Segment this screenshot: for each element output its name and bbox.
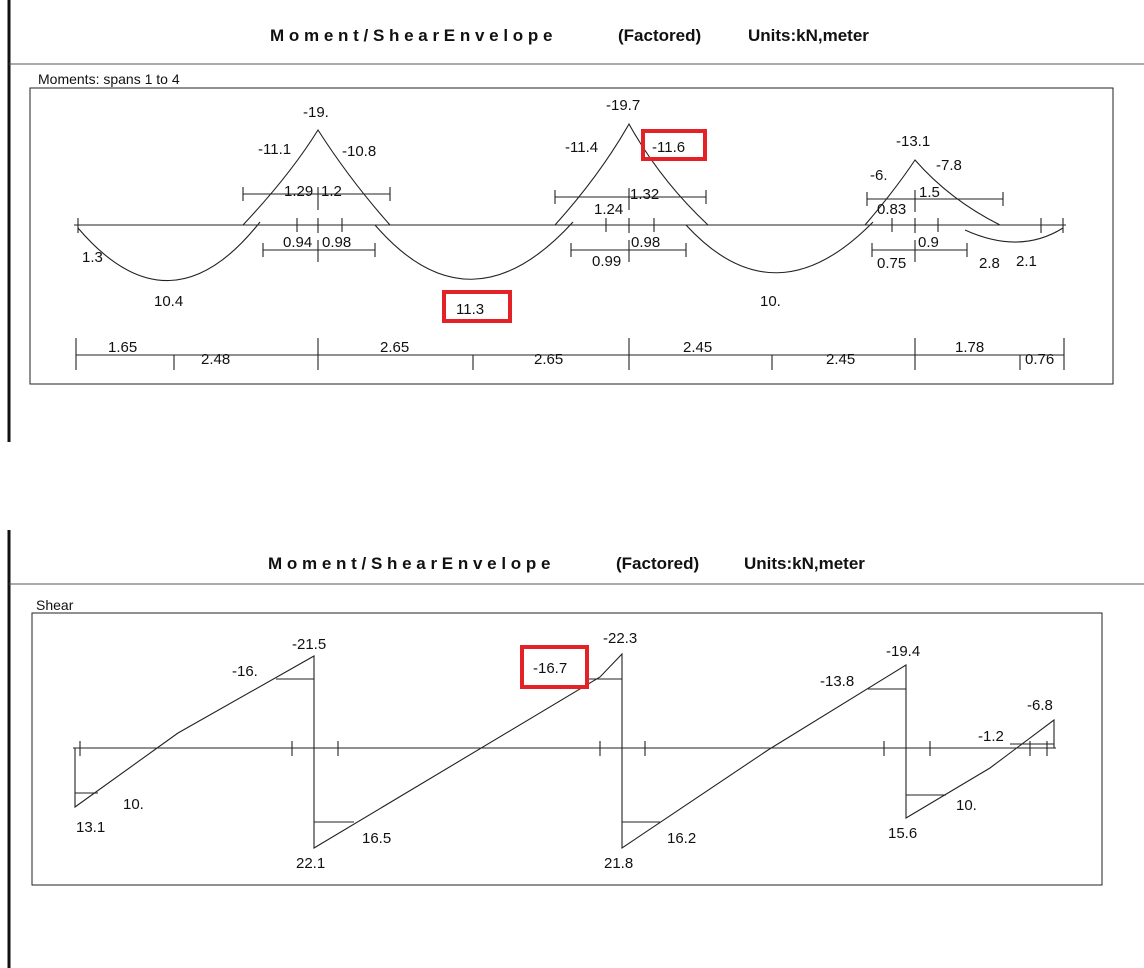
shear-value-label: -16.7 <box>533 660 567 677</box>
moment-value-label: 0.83 <box>877 201 906 218</box>
moment-value-label: 1.3 <box>82 249 103 266</box>
moment-value-label: 1.24 <box>594 201 623 218</box>
inflection-bar <box>554 188 707 210</box>
shear-value-label: 21.8 <box>604 855 633 872</box>
moment-units-label: Units:kN,meter <box>748 26 869 45</box>
span-dimension-label: 2.45 <box>683 339 712 356</box>
moment-value-label: -11.1 <box>258 141 291 158</box>
shear-chart-title: M o m e n t / S h e a r E n v e l o p e <box>268 554 550 573</box>
shear-value-label: -19.4 <box>886 643 920 660</box>
moment-value-label: 1.5 <box>919 184 940 201</box>
moment-value-label: -19.7 <box>606 97 640 114</box>
moment-value-label: 0.94 <box>283 234 312 251</box>
shear-value-label: -21.5 <box>292 636 326 653</box>
shear-plot-frame <box>31 612 1103 886</box>
shear-value-label: 13.1 <box>76 819 105 836</box>
span-dimension-label: 2.48 <box>201 351 230 368</box>
moment-value-label: -11.4 <box>565 139 598 156</box>
shear-value-labels: -21.5 -16. 13.1 10. 22.1 16.5 -22.3 -16.7 21.8 16… <box>76 630 1053 872</box>
moment-panel-label: Moments: spans 1 to 4 <box>38 71 180 87</box>
shear-value-label: -6.8 <box>1027 697 1053 714</box>
moment-value-label: -6. <box>870 167 888 184</box>
span-dimension-label: 2.45 <box>826 351 855 368</box>
moment-value-label: 1.29 <box>284 183 313 200</box>
inflection-bar <box>242 187 391 210</box>
moment-negative-curve-span1-right <box>242 128 391 226</box>
moment-panel: M o m e n t / S h e a r E n v e l o p e … <box>7 0 1144 442</box>
shear-panel-label: Shear <box>36 597 74 613</box>
shear-value-label: 22.1 <box>296 855 325 872</box>
moment-chart-title-suffix: (Factored) <box>618 26 701 45</box>
moment-negative-curve-span3-right <box>864 159 1001 226</box>
moment-value-label: 1.32 <box>630 186 659 203</box>
shear-value-label: -13.8 <box>820 673 854 690</box>
shear-value-label: 16.2 <box>667 830 696 847</box>
shear-value-label: 16.5 <box>362 830 391 847</box>
moment-value-label: 10. <box>760 293 781 310</box>
highlight-box-positive-moment <box>442 290 512 323</box>
span-dimension-label: 1.78 <box>955 339 984 356</box>
span-dimension-labels: 1.65 2.48 2.65 2.65 2.45 2.45 1.78 0.76 <box>108 339 1054 368</box>
span-dimension-label: 1.65 <box>108 339 137 356</box>
moment-plot-frame <box>29 87 1114 385</box>
inflection-bar <box>871 218 968 262</box>
shear-units-label: Units:kN,meter <box>744 554 865 573</box>
moment-value-label: 2.8 <box>979 255 1000 272</box>
moment-value-label: -10.8 <box>342 143 376 160</box>
moment-value-label: -13.1 <box>896 133 930 150</box>
highlight-box-negative-moment <box>641 129 707 161</box>
moment-value-label: 11.3 <box>456 301 484 318</box>
moment-value-label: 0.98 <box>631 234 660 251</box>
shear-chart-title-suffix: (Factored) <box>616 554 699 573</box>
moment-value-label: -11.6 <box>652 139 685 156</box>
moment-value-label: -19. <box>303 104 329 121</box>
span-dimension-label: 2.65 <box>380 339 409 356</box>
highlight-box-shear <box>520 645 589 689</box>
moment-value-label: 0.75 <box>877 255 906 272</box>
span-dimension-ticks <box>75 338 1065 370</box>
moment-positive-curve-span1 <box>77 221 261 282</box>
shear-panel: M o m e n t / S h e a r E n v e l o p e … <box>7 530 1144 968</box>
moment-value-label: 1.2 <box>321 183 342 200</box>
span-dimension-label: 0.76 <box>1025 351 1054 368</box>
inflection-bar <box>866 190 1004 212</box>
shear-value-label: 10. <box>123 796 144 813</box>
moment-value-labels: -19. -11.1 -10.8 1.29 1.2 0.94 0.98 1.3 10.4 -19.… <box>82 97 1037 318</box>
moment-chart-title: M o m e n t / S h e a r E n v e l o p e <box>270 26 552 45</box>
moment-value-label: 2.1 <box>1016 253 1037 270</box>
moment-value-label: 0.9 <box>918 234 939 251</box>
shear-envelope-line <box>74 652 1055 850</box>
moment-value-label: 0.99 <box>592 253 621 270</box>
moment-value-label: 0.98 <box>322 234 351 251</box>
span-dimension-label: 2.65 <box>534 351 563 368</box>
moment-value-label: -7.8 <box>936 157 962 174</box>
moment-positive-curve-span4 <box>964 227 1064 243</box>
moment-positive-curve-span2 <box>374 221 574 280</box>
shear-value-label: 15.6 <box>888 825 917 842</box>
shear-value-label: 10. <box>956 797 977 814</box>
shear-value-label: -1.2 <box>978 728 1004 745</box>
shear-value-label: -22.3 <box>603 630 637 647</box>
inflection-bar <box>570 218 687 262</box>
moment-value-label: 10.4 <box>154 293 183 310</box>
moment-positive-curve-span3 <box>685 221 874 274</box>
inflection-bar <box>262 218 376 262</box>
shear-value-label: -16. <box>232 663 258 680</box>
